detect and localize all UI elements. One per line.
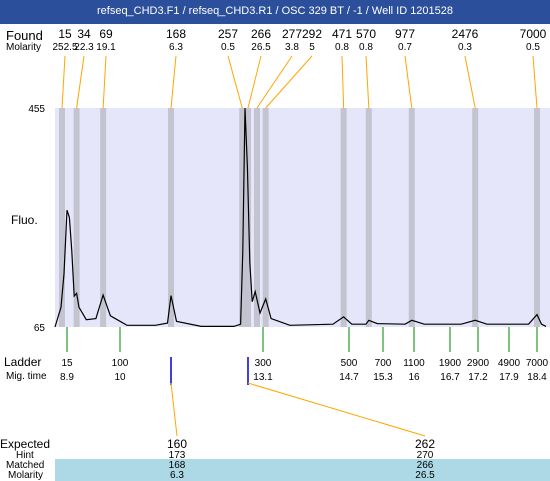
found-peak-molarity: 19.1 xyxy=(96,42,116,53)
ladder-time-label: 18.4 xyxy=(527,372,547,383)
ladder-size-label: 4900 xyxy=(498,358,521,369)
found-label: Found xyxy=(6,28,43,43)
plot-area xyxy=(55,108,550,327)
found-peak-molarity: 0.7 xyxy=(398,42,412,53)
found-peak-band xyxy=(534,108,540,327)
found-peak-size: 69 xyxy=(99,27,113,41)
found-peak-guide xyxy=(464,55,476,109)
found-peak-band xyxy=(340,108,347,327)
expected-size: 160 xyxy=(167,437,187,451)
matched-label: Matched xyxy=(6,460,45,471)
ladder-time-label: 10 xyxy=(114,372,126,383)
found-peak-guide xyxy=(170,55,177,109)
found-peak-molarity: 26.5 xyxy=(251,42,271,53)
ladder-size-label: 1900 xyxy=(439,358,462,369)
found-peak-molarity: 6.3 xyxy=(169,42,183,53)
found-peak-band xyxy=(472,108,479,327)
ladder-size-label: 500 xyxy=(341,358,358,369)
found-peak-size: 168 xyxy=(166,27,186,41)
expected-guide xyxy=(247,382,426,437)
found-peak-guide xyxy=(404,55,413,109)
ladder-time-label: 8.9 xyxy=(60,372,74,383)
found-peak-size: 277 xyxy=(282,27,302,41)
found-peak-size: 34 xyxy=(77,27,91,41)
found-peak-molarity: 5 xyxy=(309,42,315,53)
found-peak-guide xyxy=(247,55,262,109)
expected-label: Expected xyxy=(0,437,51,451)
found-peak-guide xyxy=(61,55,66,109)
found-peak-band xyxy=(262,108,269,327)
found-peak-molarity: 0.3 xyxy=(458,42,472,53)
found-peak-band xyxy=(408,108,415,327)
found-peak-size: 15 xyxy=(58,27,72,41)
found-peak-band xyxy=(100,108,107,327)
expected-guide xyxy=(170,382,178,437)
found-peak-band xyxy=(168,108,174,327)
matched-size: 168 xyxy=(169,460,186,471)
found-peak-size: 257 xyxy=(218,27,238,41)
ladder-size-label: 300 xyxy=(255,358,272,369)
y-tick-label: 65 xyxy=(34,323,46,334)
found-peak-molarity: 252.5 xyxy=(52,42,77,53)
hint-size: 270 xyxy=(417,450,434,461)
ladder-time-label: 17.9 xyxy=(499,372,519,383)
found-peak-band xyxy=(245,108,251,327)
found-peak-size: 266 xyxy=(251,27,271,41)
found-peak-molarity: 0.5 xyxy=(526,42,540,53)
found-peak-size: 7000 xyxy=(520,27,547,41)
matched-molarity-band xyxy=(55,459,550,481)
found-peak-guide xyxy=(265,55,313,109)
y-tick-label: 455 xyxy=(28,104,45,115)
found-peak-guide xyxy=(532,55,538,109)
found-peak-guide xyxy=(365,55,370,109)
ladder-time-label: 15.3 xyxy=(373,372,393,383)
ladder-size-label: 7000 xyxy=(526,358,549,369)
found-peak-size: 570 xyxy=(356,27,376,41)
window-title: refseq_CHD3.F1 / refseq_CHD3.R1 / OSC 32… xyxy=(96,5,454,17)
ladder-size-label: 1100 xyxy=(403,358,425,369)
found-peak-molarity: 0.8 xyxy=(335,42,349,53)
found-peak-molarity: 0.5 xyxy=(221,42,235,53)
found-peak-band xyxy=(239,108,246,327)
electropherogram-trace xyxy=(54,107,547,328)
matched-molarity: 6.3 xyxy=(170,470,184,480)
found-peak-guide xyxy=(256,55,293,109)
ladder-time-label: 16.7 xyxy=(440,372,460,383)
found-peak-band xyxy=(73,108,80,327)
ladder-time-label: 14.7 xyxy=(339,372,359,383)
found-peak-guide xyxy=(341,55,345,109)
found-peak-size: 471 xyxy=(332,27,352,41)
found-peak-size: 977 xyxy=(395,27,415,41)
ladder-label: Ladder xyxy=(4,355,42,369)
found-peak-guide xyxy=(76,55,85,109)
title-bar: refseq_CHD3.F1 / refseq_CHD3.R1 / OSC 32… xyxy=(0,0,550,24)
ladder-size-label: 100 xyxy=(112,358,129,369)
found-peak-band xyxy=(59,108,65,327)
found-peak-size: 2476 xyxy=(452,27,479,41)
found-peak-molarity: 22.3 xyxy=(74,42,94,53)
ladder-time-label: 17.2 xyxy=(468,372,488,383)
found-peak-molarity: 0.8 xyxy=(359,42,373,53)
found-peak-band xyxy=(365,108,372,327)
found-peak-guide xyxy=(102,55,107,109)
ladder-size-label: 2900 xyxy=(467,358,490,369)
ladder-time-label: 16 xyxy=(408,372,420,383)
mig-time-label: Mig. time xyxy=(6,371,47,382)
matched-molarity: 26.5 xyxy=(415,470,435,480)
found-peak-size: 292 xyxy=(302,27,322,41)
hint-label: Hint xyxy=(16,450,34,461)
found-peak-guide xyxy=(227,55,243,109)
matched-size: 266 xyxy=(417,460,434,471)
found-peak-band xyxy=(254,108,260,327)
hint-size: 173 xyxy=(169,450,186,461)
molarity-label: Molarity xyxy=(6,42,42,53)
found-peak-molarity: 3.8 xyxy=(285,42,299,53)
ladder-time-label: 13.1 xyxy=(253,372,273,383)
fluo-axis-label: Fluo. xyxy=(11,213,38,227)
ladder-size-label: 700 xyxy=(375,358,392,369)
ladder-size-label: 15 xyxy=(61,358,73,369)
expected-size: 262 xyxy=(415,437,435,451)
molarity-row-label: Molarity xyxy=(8,470,44,481)
